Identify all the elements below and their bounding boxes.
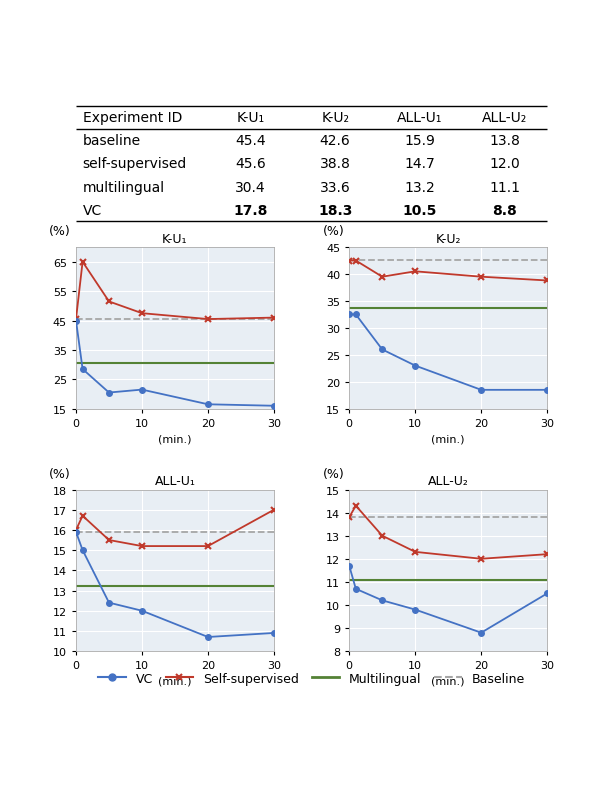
Title: K-U₂: K-U₂	[435, 232, 461, 245]
X-axis label: (min.): (min.)	[158, 434, 192, 444]
Title: ALL-U₁: ALL-U₁	[154, 475, 195, 487]
Y-axis label: (%): (%)	[49, 467, 71, 480]
X-axis label: (min.): (min.)	[158, 676, 192, 686]
Title: K-U₁: K-U₁	[162, 232, 188, 245]
X-axis label: (min.): (min.)	[432, 434, 465, 444]
Y-axis label: (%): (%)	[322, 225, 344, 238]
Y-axis label: (%): (%)	[322, 467, 344, 480]
X-axis label: (min.): (min.)	[432, 676, 465, 686]
Title: ALL-U₂: ALL-U₂	[428, 475, 469, 487]
Y-axis label: (%): (%)	[49, 225, 71, 238]
Legend: VC, Self-supervised, Multilingual, Baseline: VC, Self-supervised, Multilingual, Basel…	[94, 667, 530, 690]
